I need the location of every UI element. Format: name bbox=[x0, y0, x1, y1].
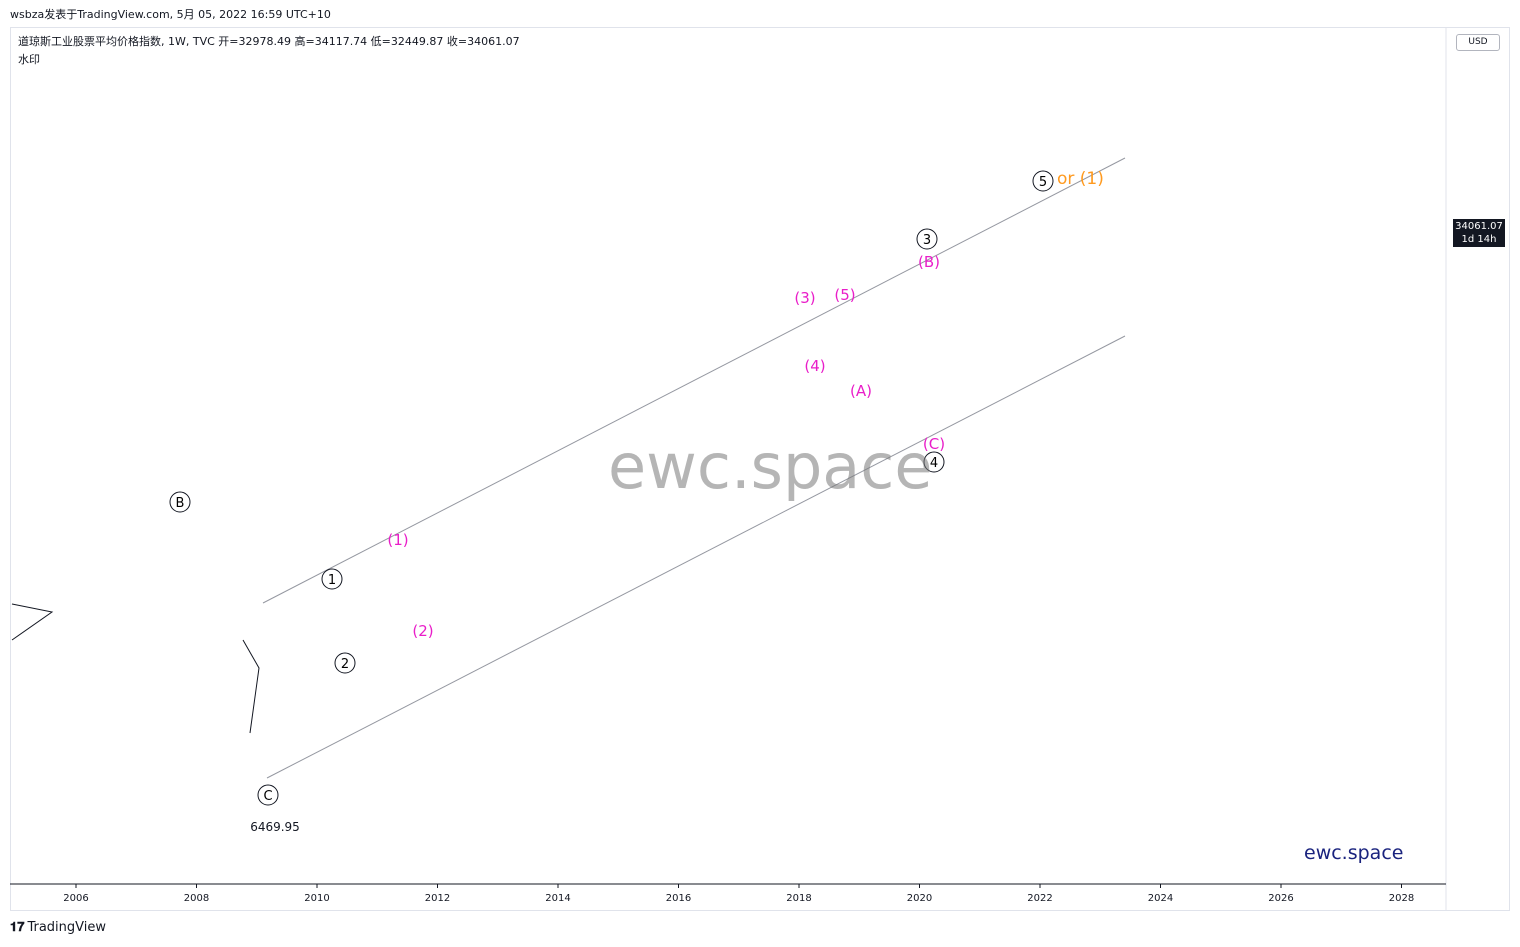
wave-label-5-text: 5 bbox=[1039, 175, 1047, 190]
wave-label-1: 1 bbox=[321, 568, 343, 590]
wave-label-2: 2 bbox=[334, 652, 356, 674]
wave-label-p5: (5) bbox=[834, 286, 855, 304]
wave-label-B: B bbox=[169, 491, 191, 513]
wave-label-C: C bbox=[257, 784, 279, 806]
wave-label-p1: (1) bbox=[387, 531, 408, 549]
tradingview-wordmark: TradingView bbox=[27, 920, 107, 935]
time-tick-label: 2028 bbox=[1389, 893, 1414, 904]
wave-label-2-text: 2 bbox=[341, 657, 349, 672]
wave-label-pB: (B) bbox=[918, 253, 940, 271]
watermark-label: 水印 bbox=[18, 53, 40, 66]
time-tick-label: 2018 bbox=[786, 893, 811, 904]
wave-label-4: 4 bbox=[923, 451, 945, 473]
last-price-tag: 34061.07 1d 14h bbox=[1453, 219, 1505, 247]
wave-label-4-text: 4 bbox=[930, 456, 938, 471]
symbol-legend[interactable]: 道琼斯工业股票平均价格指数, 1W, TVC 开=32978.49 高=3411… bbox=[18, 35, 520, 48]
alt-count-label: or (1) bbox=[1057, 169, 1104, 189]
wave-label-3-text: 3 bbox=[923, 233, 931, 248]
publish-credit: wsbza发表于TradingView.com, 5月 05, 2022 16:… bbox=[10, 8, 331, 21]
time-tick-label: 2012 bbox=[425, 893, 450, 904]
time-tick-label: 2022 bbox=[1027, 893, 1052, 904]
wave-label-3: 3 bbox=[916, 228, 938, 250]
wave-label-p3: (3) bbox=[794, 289, 815, 307]
brand-watermark: ewc.space bbox=[1304, 842, 1404, 864]
time-tick-label: 2014 bbox=[545, 893, 570, 904]
tradingview-logo[interactable]: 𝟏𝟕 TradingView bbox=[10, 920, 106, 935]
currency-button[interactable]: USD bbox=[1456, 34, 1500, 51]
wave-label-1-text: 1 bbox=[328, 573, 336, 588]
time-tick-label: 2020 bbox=[907, 893, 932, 904]
wave-label-5: 5 bbox=[1032, 170, 1054, 192]
time-tick-label: 2024 bbox=[1148, 893, 1173, 904]
triangle-drawing-left[interactable] bbox=[11, 603, 54, 641]
wave-label-pA: (A) bbox=[850, 382, 872, 400]
channel-upper-line[interactable] bbox=[262, 157, 1126, 604]
center-watermark: ewc.space bbox=[608, 430, 933, 503]
wave-label-C-text: C bbox=[263, 789, 272, 804]
time-tick-label: 2008 bbox=[184, 893, 209, 904]
wave-label-p4: (4) bbox=[804, 357, 825, 375]
wave-label-p2: (2) bbox=[412, 622, 433, 640]
channel-lower-line[interactable] bbox=[266, 335, 1126, 779]
time-tick-label: 2006 bbox=[63, 893, 88, 904]
time-axis[interactable]: 2006 2008 2010 2012 2014 2016 2018 2020 2022 2024… bbox=[63, 884, 1414, 904]
low-price-label: 6469.95 bbox=[250, 820, 300, 834]
time-tick-label: 2010 bbox=[304, 893, 329, 904]
tradingview-mark-icon: 𝟏𝟕 bbox=[10, 920, 25, 935]
time-tick-label: 2016 bbox=[666, 893, 691, 904]
time-tick-label: 2026 bbox=[1268, 893, 1293, 904]
wave-label-B-text: B bbox=[176, 496, 185, 511]
last-price-value: 34061.07 bbox=[1455, 221, 1503, 232]
bar-countdown: 1d 14h bbox=[1461, 234, 1497, 245]
chart-frame[interactable] bbox=[10, 27, 1510, 911]
triangle-drawing-2008[interactable] bbox=[242, 639, 260, 734]
wave-label-pC: (C) bbox=[923, 435, 945, 453]
